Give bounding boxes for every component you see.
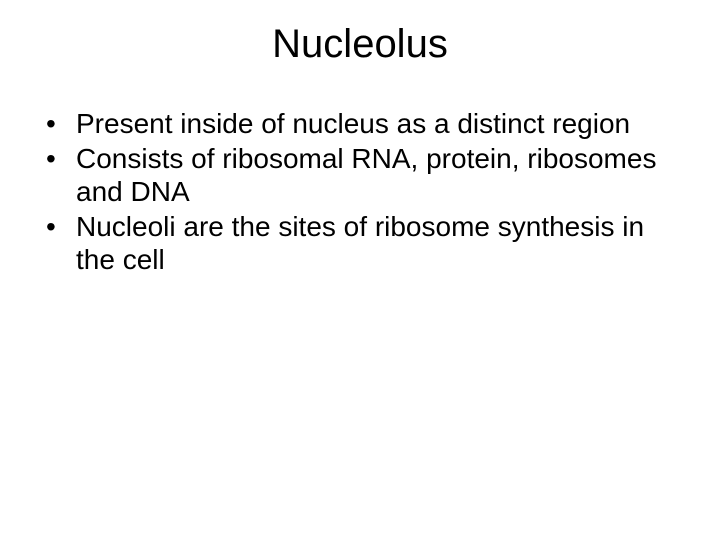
slide-body: Present inside of nucleus as a distinct …	[0, 67, 720, 276]
slide-title: Nucleolus	[0, 0, 720, 67]
list-item: Nucleoli are the sites of ribosome synth…	[40, 210, 680, 276]
list-item: Present inside of nucleus as a distinct …	[40, 107, 680, 140]
slide: Nucleolus Present inside of nucleus as a…	[0, 0, 720, 540]
list-item: Consists of ribosomal RNA, protein, ribo…	[40, 142, 680, 208]
bullet-list: Present inside of nucleus as a distinct …	[40, 107, 680, 276]
